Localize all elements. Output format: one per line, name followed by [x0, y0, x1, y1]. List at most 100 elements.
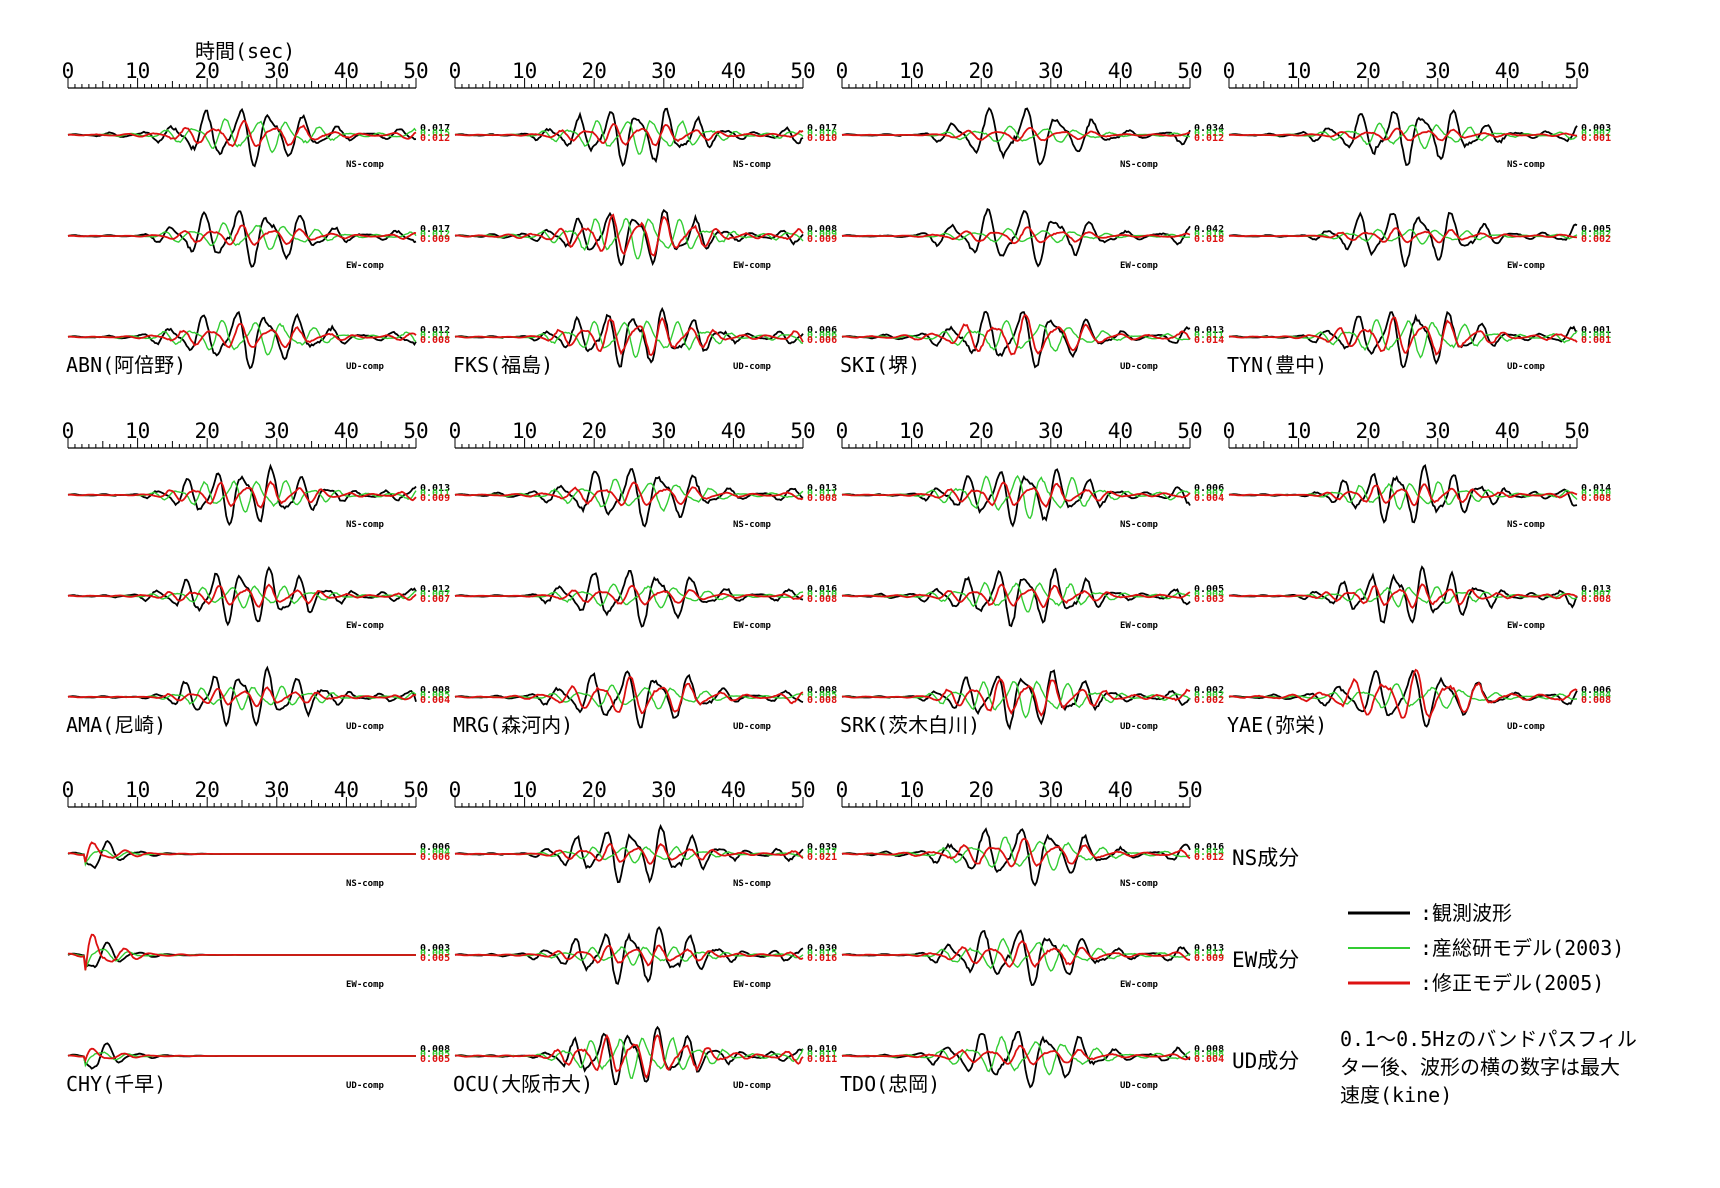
- tick-label: 50: [403, 59, 428, 83]
- component-label: NS-comp: [346, 879, 385, 889]
- component-label: NS-comp: [1507, 520, 1546, 530]
- station-panel: 0 10 20 30 40 500.0160.0140.012NS-comp0.0130.…: [836, 778, 1224, 1096]
- tick-label: 40: [1108, 778, 1133, 802]
- peak-value-ns-observed: 0.034: [1194, 123, 1224, 134]
- trace-ud-revised2005: [455, 675, 804, 715]
- peak-value-ns-revised2005: 0.008: [1581, 493, 1611, 504]
- peak-value-ew-revised2005: 0.018: [1194, 234, 1224, 245]
- trace-ns-revised2005: [67, 119, 417, 148]
- peak-value-ud-aist2003: 0.004: [1581, 690, 1611, 701]
- tick-label: 20: [195, 59, 220, 83]
- time-axis-label: 時間(sec): [195, 39, 295, 63]
- peak-value-ud-revised2005: 0.004: [420, 695, 450, 706]
- time-axis: 0 10 20 30 40 50: [62, 778, 429, 808]
- trace-ud-revised2005: [1229, 316, 1578, 356]
- trace-ud-aist2003: [1228, 319, 1578, 359]
- peak-value-ew-revised2005: 0.009: [807, 234, 837, 245]
- trace-ud-aist2003: [454, 320, 804, 359]
- station-name: TDO(忠岡): [840, 1072, 940, 1096]
- trace-ew-revised2005: [1229, 583, 1578, 609]
- tick-label: 10: [899, 778, 924, 802]
- peak-value-ns-aist2003: 0.010: [1581, 488, 1611, 499]
- peak-value-ns-observed: 0.013: [420, 483, 450, 494]
- tick-label: 10: [125, 778, 150, 802]
- peak-value-ew-revised2005: 0.007: [420, 594, 450, 605]
- tick-label: 20: [582, 778, 607, 802]
- row-label-ew: EW成分: [1232, 948, 1299, 972]
- peak-value-ew-observed: 0.016: [807, 584, 837, 595]
- peak-value-ud-revised2005: 0.002: [1194, 695, 1224, 706]
- tick-label: 30: [264, 59, 289, 83]
- peak-value-ns-aist2003: 0.014: [1194, 847, 1224, 858]
- peak-value-ns-revised2005: 0.006: [420, 852, 450, 863]
- component-label: NS-comp: [346, 160, 385, 170]
- trace-ew-revised2005: [842, 226, 1191, 245]
- tick-label: 0: [62, 59, 75, 83]
- peak-value-ew-observed: 0.042: [1194, 224, 1224, 235]
- peak-value-ns-aist2003: 0.007: [1194, 488, 1224, 499]
- trace-ew-observed: [454, 570, 804, 628]
- time-axis: 0 10 20 30 40 50: [1223, 59, 1590, 89]
- tick-label: 10: [1286, 59, 1311, 83]
- tick-label: 10: [899, 419, 924, 443]
- tick-label: 20: [582, 419, 607, 443]
- peak-value-ud-revised2005: 0.008: [420, 335, 450, 346]
- tick-label: 0: [1223, 59, 1236, 83]
- tick-label: 10: [125, 59, 150, 83]
- tick-label: 50: [1564, 419, 1589, 443]
- trace-ud-observed: [1228, 669, 1578, 728]
- peak-value-ud-observed: 0.008: [1194, 1044, 1224, 1055]
- tick-label: 0: [62, 419, 75, 443]
- component-label: UD-comp: [733, 362, 772, 372]
- peak-value-ew-observed: 0.030: [807, 943, 837, 954]
- component-row-labels: NS成分 EW成分 UD成分: [1232, 846, 1299, 1073]
- peak-value-ew-revised2005: 0.003: [1194, 594, 1224, 605]
- time-axis: 0 10 20 30 40 50: [836, 419, 1203, 449]
- tick-label: 50: [1177, 778, 1202, 802]
- peak-value-ud-revised2005: 0.004: [1194, 1054, 1224, 1065]
- peak-value-ew-revised2005: 0.005: [420, 953, 450, 964]
- tick-label: 10: [512, 59, 537, 83]
- component-label: EW-comp: [1120, 261, 1159, 271]
- tick-label: 30: [264, 419, 289, 443]
- peak-value-ns-aist2003: 0.015: [1194, 128, 1224, 139]
- station-panels: 0 10 20 30 40 500.0170.0150.012NS-comp0.0170.…: [62, 59, 1611, 1096]
- legend-label-aist2003: :産総研モデル(2003): [1420, 936, 1624, 960]
- component-label: EW-comp: [346, 980, 385, 990]
- trace-ud-revised2005: [455, 316, 804, 357]
- component-label: UD-comp: [1507, 722, 1546, 732]
- station-panel: 0 10 20 30 40 500.0060.0040.006NS-comp0.0030.…: [62, 778, 450, 1096]
- component-label: EW-comp: [1507, 261, 1546, 271]
- component-label: EW-comp: [346, 261, 385, 271]
- component-label: NS-comp: [733, 520, 772, 530]
- component-label: UD-comp: [346, 362, 385, 372]
- note-line-3: 速度(kine): [1340, 1083, 1452, 1107]
- tick-label: 0: [449, 778, 462, 802]
- tick-label: 50: [403, 778, 428, 802]
- filter-note: 0.1〜0.5Hzのバンドパスフィル ター後、波形の横の数字は最大 速度(kin…: [1340, 1027, 1637, 1107]
- tick-label: 20: [969, 419, 994, 443]
- trace-ud-observed: [841, 310, 1191, 369]
- trace-ew-revised2005: [455, 584, 804, 606]
- peak-value-ns-observed: 0.006: [420, 842, 450, 853]
- component-label: UD-comp: [1507, 362, 1546, 372]
- tick-label: 50: [1177, 419, 1202, 443]
- tick-label: 10: [512, 778, 537, 802]
- peak-value-ew-aist2003: 0.016: [1194, 229, 1224, 240]
- tick-label: 20: [582, 59, 607, 83]
- peak-value-ud-revised2005: 0.014: [1194, 335, 1224, 346]
- tick-label: 30: [1038, 778, 1063, 802]
- time-axis: 0 10 20 30 40 50: [449, 778, 816, 808]
- peak-value-ew-aist2003: 0.011: [1194, 948, 1224, 959]
- station-name: TYN(豊中): [1227, 353, 1327, 377]
- peak-value-ud-observed: 0.006: [807, 325, 837, 336]
- component-label: EW-comp: [733, 980, 772, 990]
- time-axis: 0 10 20 30 40 50: [449, 419, 816, 449]
- peak-value-ew-revised2005: 0.002: [1581, 234, 1611, 245]
- trace-ns-revised2005: [1229, 127, 1578, 142]
- tick-label: 40: [1495, 59, 1520, 83]
- peak-value-ns-revised2005: 0.004: [1194, 493, 1224, 504]
- peak-value-ud-aist2003: 0.011: [420, 330, 450, 341]
- peak-value-ud-observed: 0.008: [807, 685, 837, 696]
